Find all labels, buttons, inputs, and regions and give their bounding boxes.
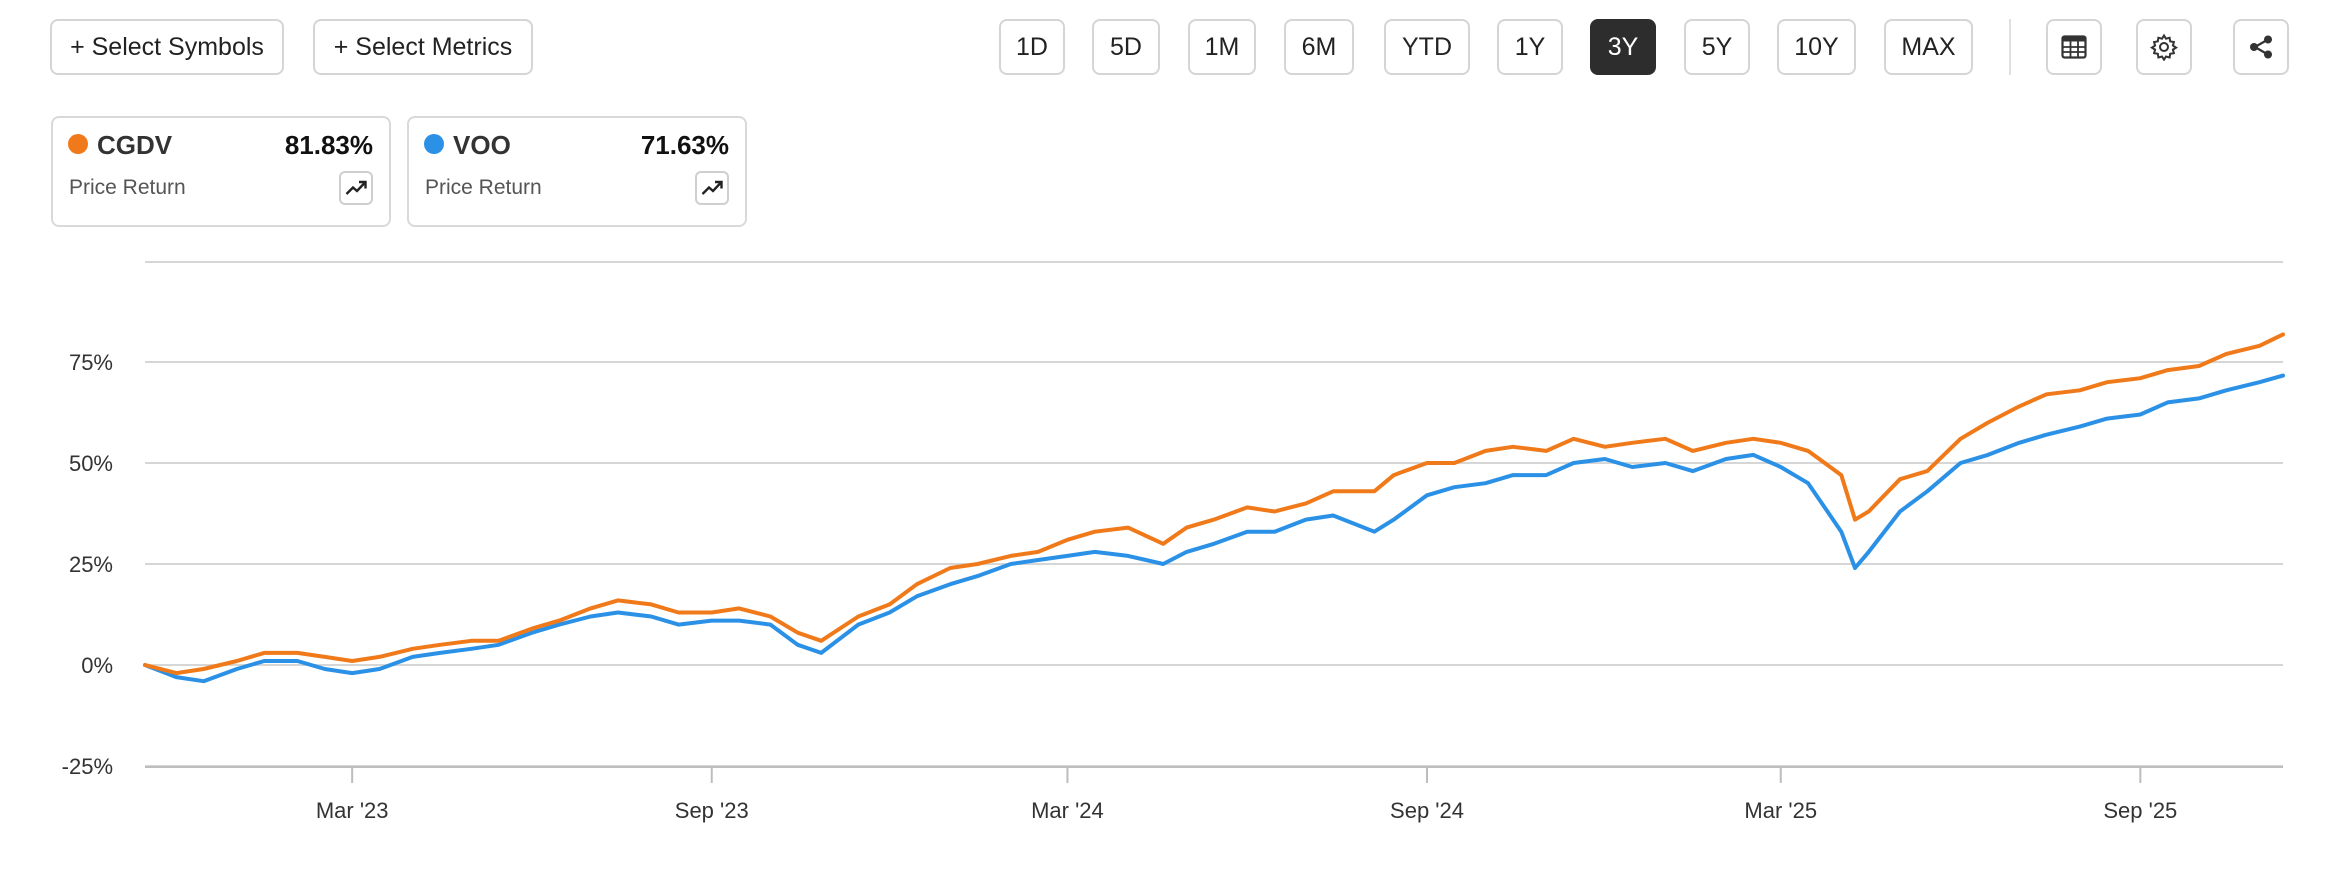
trend-up-icon [345,180,367,195]
y-tick-label: -25% [62,754,113,779]
legend-metric-label: Price Return [69,176,186,199]
trend-chart-button[interactable] [695,171,729,205]
y-tick-label: 0% [81,653,113,678]
gear-icon [2150,33,2178,61]
range-max-button[interactable]: MAX [1884,19,1973,75]
trend-up-icon [701,180,723,195]
legend-card-cgdv[interactable]: CGDV 81.83% Price Return [51,116,391,227]
x-tick-label: Sep '24 [1390,798,1464,823]
x-tick-label: Mar '24 [1031,798,1104,823]
select-metrics-button[interactable]: + Select Metrics [313,19,533,75]
range-5y-button[interactable]: 5Y [1684,19,1750,75]
range-1d-button[interactable]: 1D [999,19,1065,75]
y-tick-label: 75% [69,350,113,375]
range-10y-button[interactable]: 10Y [1777,19,1856,75]
series-color-dot [68,134,88,154]
range-5d-button[interactable]: 5D [1092,19,1160,75]
table-icon [2061,35,2087,59]
table-view-button[interactable] [2046,19,2102,75]
range-1y-button[interactable]: 1Y [1497,19,1563,75]
series-line-voo [143,373,2285,684]
legend-return-value: 71.63% [640,130,729,160]
range-3y-button[interactable]: 3Y [1590,19,1656,75]
share-button[interactable] [2233,19,2289,75]
select-symbols-button[interactable]: + Select Symbols [50,19,284,75]
trend-chart-button[interactable] [339,171,373,205]
legend-symbol: VOO [453,130,511,160]
series-color-dot [424,134,444,154]
toolbar-divider [2009,19,2011,75]
legend-symbol: CGDV [97,130,173,160]
share-icon [2250,35,2272,59]
x-tick-label: Sep '23 [675,798,749,823]
legend-metric-label: Price Return [425,176,542,199]
range-ytd-button[interactable]: YTD [1384,19,1470,75]
range-6m-button[interactable]: 6M [1284,19,1354,75]
range-1m-button[interactable]: 1M [1188,19,1256,75]
series-line-cgdv [143,332,2285,676]
y-tick-label: 25% [69,552,113,577]
x-tick-label: Sep '25 [2103,798,2177,823]
x-tick-label: Mar '23 [316,798,389,823]
x-tick-label: Mar '25 [1744,798,1817,823]
legend-card-voo[interactable]: VOO 71.63% Price Return [407,116,747,227]
y-tick-label: 50% [69,451,113,476]
settings-button[interactable] [2136,19,2192,75]
legend-return-value: 81.83% [284,130,373,160]
